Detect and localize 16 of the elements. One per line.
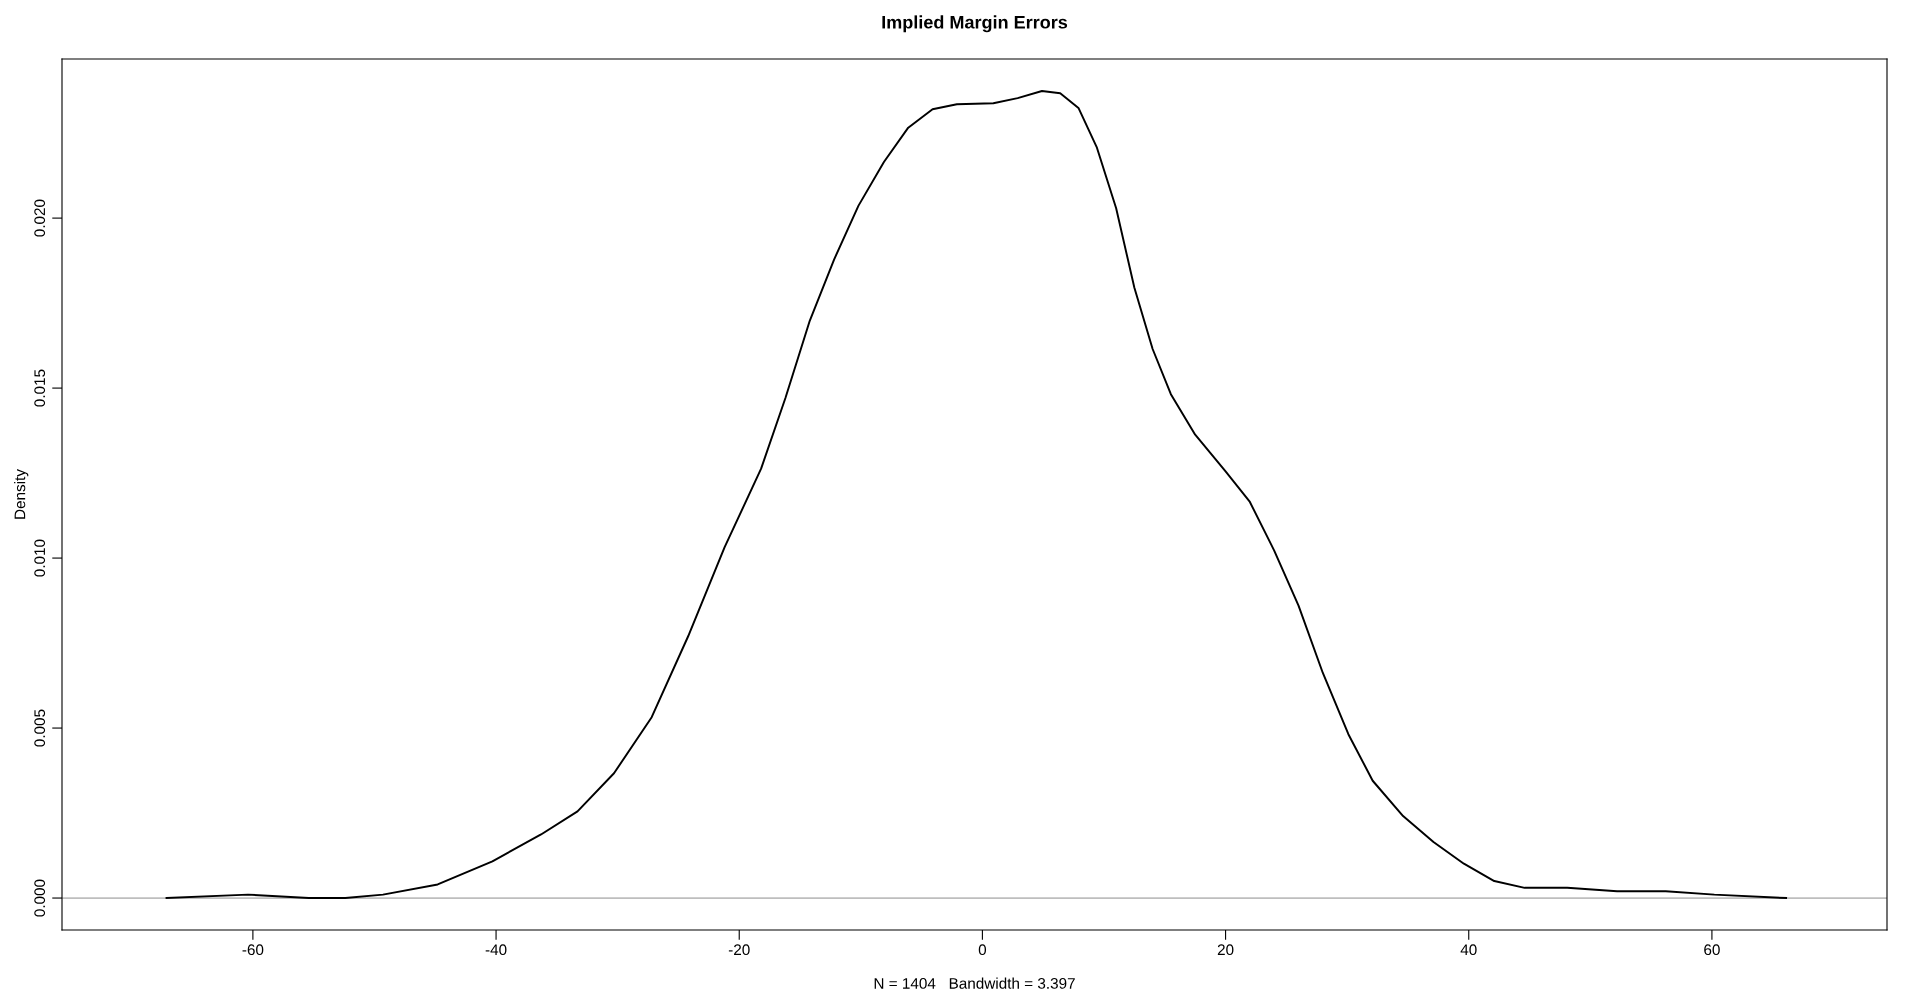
line-series [165,89,1788,900]
x-tick-label: 60 [1704,944,1720,956]
x-tick-label: -40 [485,944,507,956]
y-tick-label: 0.015 [34,369,46,407]
x-axis-title: N = 1404 Bandwidth = 3.397 [874,977,1075,989]
y-tick-label: 0.000 [34,879,46,917]
y-tick-label: 0.005 [34,709,46,747]
x-tick-label: -60 [242,944,264,956]
x-tick-label: 20 [1217,944,1234,956]
x-tick-label: -20 [728,944,750,956]
y-tick-label: 0.020 [34,199,46,237]
x-tick-label: 40 [1460,944,1477,956]
y-tick-label: 0.010 [34,539,46,577]
x-tick-label: 0 [978,944,987,956]
y-axis-title: Density [14,469,29,519]
chart-title: Implied Margin Errors [882,15,1068,33]
